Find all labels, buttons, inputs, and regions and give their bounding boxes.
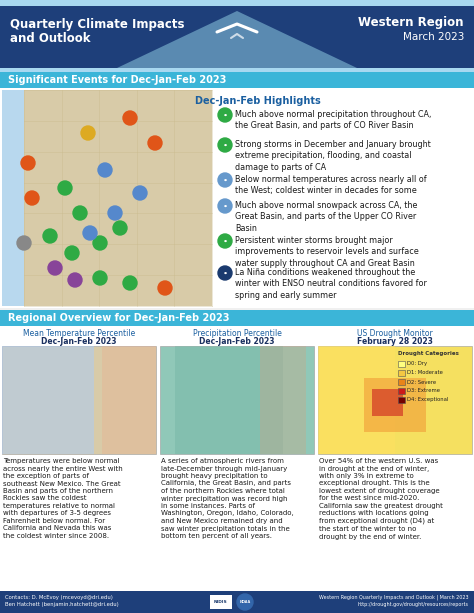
FancyBboxPatch shape <box>0 72 474 88</box>
FancyBboxPatch shape <box>0 88 474 308</box>
Circle shape <box>218 199 232 213</box>
Circle shape <box>148 136 162 150</box>
Text: Significant Events for Dec-Jan-Feb 2023: Significant Events for Dec-Jan-Feb 2023 <box>8 75 227 85</box>
Polygon shape <box>117 11 357 68</box>
Text: Contacts: D. McEvoy (mcevoyd@dri.edu)
Ben Hatchett (benjamin.hatchett@dri.edu): Contacts: D. McEvoy (mcevoyd@dri.edu) Be… <box>5 595 119 607</box>
Text: NIDIS: NIDIS <box>214 600 228 604</box>
Text: US Drought Monitor: US Drought Monitor <box>357 329 433 338</box>
Circle shape <box>43 229 57 243</box>
Text: NOAA: NOAA <box>239 600 251 604</box>
FancyBboxPatch shape <box>318 346 395 454</box>
Text: D1: Moderate: D1: Moderate <box>407 370 443 376</box>
Text: ●: ● <box>224 143 227 147</box>
Circle shape <box>158 281 172 295</box>
FancyBboxPatch shape <box>0 6 474 68</box>
Text: Much above normal snowpack across CA, the
Great Basin, and parts of the Upper CO: Much above normal snowpack across CA, th… <box>235 201 418 233</box>
Text: D4: Exceptional: D4: Exceptional <box>407 397 448 403</box>
Circle shape <box>58 181 72 195</box>
Circle shape <box>123 111 137 125</box>
Text: Precipitation Percentile: Precipitation Percentile <box>192 329 282 338</box>
Circle shape <box>113 221 127 235</box>
FancyBboxPatch shape <box>318 346 472 454</box>
Text: A series of atmospheric rivers from
late-December through mid-January
brought he: A series of atmospheric rivers from late… <box>161 458 294 539</box>
Text: Dec-Jan-Feb 2023: Dec-Jan-Feb 2023 <box>199 337 275 346</box>
Text: ●: ● <box>224 204 227 208</box>
FancyBboxPatch shape <box>175 346 283 454</box>
Text: February 28 2023: February 28 2023 <box>357 337 433 346</box>
Circle shape <box>83 226 97 240</box>
FancyBboxPatch shape <box>0 68 474 72</box>
Text: March 2023: March 2023 <box>402 32 464 42</box>
FancyBboxPatch shape <box>0 326 474 591</box>
FancyBboxPatch shape <box>372 389 403 416</box>
Text: Drought Categories: Drought Categories <box>398 351 459 356</box>
FancyBboxPatch shape <box>2 346 94 454</box>
Circle shape <box>218 108 232 122</box>
FancyBboxPatch shape <box>0 0 474 6</box>
Text: Western Region Quarterly Impacts and Outlook | March 2023
http://drought.gov/dro: Western Region Quarterly Impacts and Out… <box>319 595 469 607</box>
Text: Dec-Jan-Feb Highlights: Dec-Jan-Feb Highlights <box>195 96 321 106</box>
FancyBboxPatch shape <box>2 90 212 306</box>
Circle shape <box>218 173 232 187</box>
Text: D2: Severe: D2: Severe <box>407 379 436 384</box>
FancyBboxPatch shape <box>364 378 426 432</box>
Circle shape <box>25 191 39 205</box>
FancyBboxPatch shape <box>102 346 156 454</box>
Text: Strong storms in December and January brought
extreme precipitation, flooding, a: Strong storms in December and January br… <box>235 140 431 172</box>
Text: D3: Extreme: D3: Extreme <box>407 389 440 394</box>
Text: Dec-Jan-Feb 2023: Dec-Jan-Feb 2023 <box>41 337 117 346</box>
FancyBboxPatch shape <box>398 370 405 376</box>
FancyBboxPatch shape <box>398 361 405 367</box>
Text: Temperatures were below normal
across nearly the entire West with
the exception : Temperatures were below normal across ne… <box>3 458 123 539</box>
Text: Over 54% of the western U.S. was
in drought at the end of winter,
with only 3% i: Over 54% of the western U.S. was in drou… <box>319 458 443 539</box>
FancyBboxPatch shape <box>398 397 405 403</box>
FancyBboxPatch shape <box>2 90 24 306</box>
Text: Quarterly Climate Impacts: Quarterly Climate Impacts <box>10 18 184 31</box>
Text: ●: ● <box>224 271 227 275</box>
Circle shape <box>21 156 35 170</box>
Circle shape <box>93 271 107 285</box>
Text: Much above normal precipitation throughout CA,
the Great Basin, and parts of CO : Much above normal precipitation througho… <box>235 110 431 131</box>
Circle shape <box>218 234 232 248</box>
Circle shape <box>48 261 62 275</box>
Text: Below normal temperatures across nearly all of
the West; coldest winter in decad: Below normal temperatures across nearly … <box>235 175 427 196</box>
Circle shape <box>93 236 107 250</box>
FancyBboxPatch shape <box>398 388 405 394</box>
Circle shape <box>68 273 82 287</box>
FancyBboxPatch shape <box>160 346 314 454</box>
Circle shape <box>17 236 31 250</box>
FancyBboxPatch shape <box>0 591 474 613</box>
Circle shape <box>218 266 232 280</box>
FancyBboxPatch shape <box>210 595 232 609</box>
Circle shape <box>123 276 137 290</box>
Circle shape <box>108 206 122 220</box>
Text: ●: ● <box>224 113 227 117</box>
FancyBboxPatch shape <box>2 346 156 454</box>
Text: ●: ● <box>224 239 227 243</box>
Circle shape <box>218 138 232 152</box>
FancyBboxPatch shape <box>260 346 306 454</box>
Text: and Outlook: and Outlook <box>10 32 91 45</box>
Circle shape <box>65 246 79 260</box>
FancyBboxPatch shape <box>398 379 405 385</box>
Text: D0: Dry: D0: Dry <box>407 362 427 367</box>
Text: La Niña conditions weakened throughout the
winter with ENSO neutral conditions f: La Niña conditions weakened throughout t… <box>235 268 427 300</box>
Circle shape <box>133 186 147 200</box>
Text: Mean Temperature Percentile: Mean Temperature Percentile <box>23 329 135 338</box>
Text: Western Region: Western Region <box>358 16 464 29</box>
Circle shape <box>98 163 112 177</box>
Text: Persistent winter storms brought major
improvements to reservoir levels and surf: Persistent winter storms brought major i… <box>235 236 419 268</box>
Text: Regional Overview for Dec-Jan-Feb 2023: Regional Overview for Dec-Jan-Feb 2023 <box>8 313 229 323</box>
Text: ●: ● <box>224 178 227 182</box>
FancyBboxPatch shape <box>0 310 474 326</box>
Circle shape <box>237 594 253 610</box>
Circle shape <box>81 126 95 140</box>
Circle shape <box>73 206 87 220</box>
